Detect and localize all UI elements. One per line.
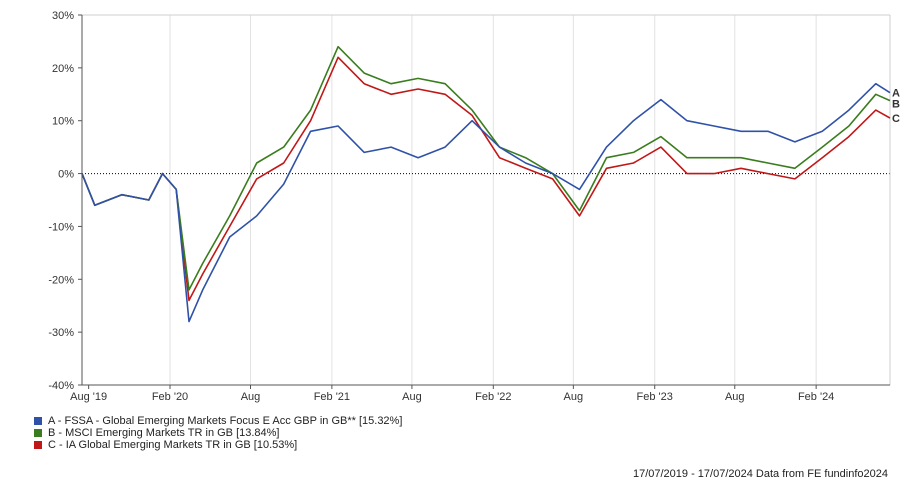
end-label-layer: ABC (892, 88, 900, 125)
end-label-c: C (892, 113, 900, 125)
x-tick-label: Aug (402, 391, 422, 403)
legend-label-c: C - IA Global Emerging Markets TR in GB … (48, 439, 298, 451)
legend-swatch-a (34, 417, 42, 425)
x-tick-label: Feb '21 (314, 391, 350, 403)
chart-legend: A - FSSA - Global Emerging Markets Focus… (34, 415, 402, 451)
legend-label-a: A - FSSA - Global Emerging Markets Focus… (48, 415, 403, 427)
y-tick-label: -10% (48, 221, 74, 233)
x-tick-label: Feb '20 (152, 391, 188, 403)
y-tick-label: -40% (48, 380, 74, 392)
x-tick-label: Aug (241, 391, 261, 403)
legend-item-b[interactable]: B - MSCI Emerging Markets TR in GB [13.8… (34, 427, 402, 439)
footer-date-range: 17/07/2019 - 17/07/2024 (632, 468, 753, 480)
x-tick-label: Feb '24 (798, 391, 834, 403)
x-tick-label: Feb '22 (475, 391, 511, 403)
grid-layer (82, 14, 891, 385)
x-tick-label: Aug '19 (70, 391, 107, 403)
y-tick-label: 0% (58, 169, 74, 181)
legend-item-a[interactable]: A - FSSA - Global Emerging Markets Focus… (34, 415, 402, 427)
y-tick-label: 30% (52, 10, 74, 22)
legend-swatch-b (34, 429, 42, 437)
y-tick-label: 10% (52, 116, 74, 128)
x-tick-label: Aug (725, 391, 745, 403)
legend-item-c[interactable]: C - IA Global Emerging Markets TR in GB … (34, 439, 402, 451)
chart-footer: 17/07/2019 - 17/07/2024 Data from FE fun… (633, 468, 888, 480)
axis-layer: 30% 20% 10% 0% -10% -20% -30% -40%Aug '19 Feb '2… (48, 10, 890, 403)
legend-swatch-c (34, 441, 42, 449)
x-tick-label: Aug (564, 391, 584, 403)
series-line-a (81, 82, 891, 323)
y-tick-label: 20% (52, 63, 74, 75)
footer-source: Data from FE fundinfo2024 (755, 468, 888, 480)
y-tick-label: -20% (48, 274, 74, 286)
series-line-b (81, 45, 891, 291)
series-layer (81, 45, 891, 323)
end-label-b: B (892, 99, 900, 111)
x-tick-label: Feb '23 (637, 391, 673, 403)
legend-label-b: B - MSCI Emerging Markets TR in GB [13.8… (48, 427, 280, 439)
y-tick-label: -30% (48, 327, 74, 339)
end-label-a: A (892, 88, 900, 100)
